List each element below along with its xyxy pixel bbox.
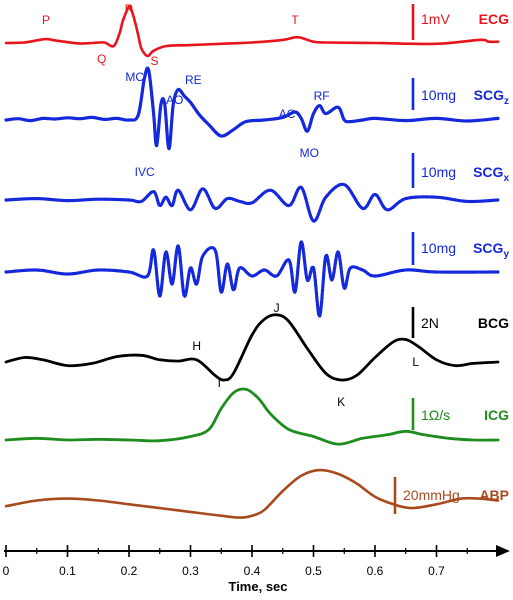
scgz-name-main: SCG (474, 87, 504, 103)
scgy-trace-group: 10mg SCGy (4, 232, 509, 318)
ecg-annotation-s: S (150, 54, 158, 68)
scgy-name-main: SCG (473, 240, 503, 256)
bcg-annotation-k: K (337, 395, 345, 409)
time-tick-label: 0 (3, 564, 10, 578)
ecg-trace-line (4, 4, 500, 58)
scgx-scale-label: 10mg (421, 164, 456, 180)
abp-trace-group: 20mmHg ABP (4, 468, 509, 519)
bcg-annotation-l: L (412, 355, 419, 369)
scgy-trace-line (4, 240, 500, 318)
time-tick-label: 0.2 (121, 564, 138, 578)
scgx-trace-group: 10mg SCGx (4, 153, 509, 223)
scgx-trace-line (4, 182, 500, 223)
time-axis-arrowhead (496, 545, 510, 557)
scgz-annotation-ao: AO (166, 93, 183, 107)
scgz-scale-label: 10mg (421, 87, 456, 103)
ecg-trace-group: 1mV ECG P Q R S T (4, 2, 509, 68)
icg-scale-label: 1Ω/s (421, 407, 450, 423)
time-tick-label: 0.1 (59, 564, 76, 578)
ecg-annotation-r: R (125, 2, 134, 16)
bcg-annotation-i: I (218, 376, 221, 390)
ecg-annotation-p: P (42, 13, 50, 27)
time-tick-label: 0.5 (305, 564, 322, 578)
scgz-annotation-ac: AC (279, 107, 296, 121)
scgz-annotation-ivc: IVC (135, 165, 155, 179)
scgz-name-subscript: z (504, 96, 509, 107)
scgx-name-subscript: x (503, 173, 509, 184)
icg-trace-group: 1Ω/s ICG (4, 387, 509, 446)
bcg-scale-label: 2N (421, 315, 439, 331)
icg-trace-name: ICG (484, 407, 509, 423)
scgz-annotation-re: RE (185, 73, 202, 87)
scgz-annotation-rf: RF (314, 89, 330, 103)
time-tick-label: 0.7 (428, 564, 445, 578)
time-axis-ticks: 0 0.1 0.2 0.3 0.4 0.5 0.6 0.7 (3, 545, 468, 578)
scgx-trace-name: SCGx (473, 164, 509, 184)
scgy-trace-name: SCGy (473, 240, 509, 260)
scgz-trace-name: SCGz (474, 87, 509, 107)
ecg-annotation-q: Q (97, 52, 106, 66)
scgz-annotation-mc: MC (125, 70, 144, 84)
bcg-trace-group: 2N BCG H I J K L (4, 301, 509, 409)
time-tick-label: 0.3 (182, 564, 199, 578)
ecg-annotation-t: T (291, 13, 299, 27)
ecg-scale-label: 1mV (421, 11, 450, 27)
scgy-scale-label: 10mg (421, 240, 456, 256)
scgz-trace-line (4, 66, 500, 151)
time-tick-label: 0.6 (367, 564, 384, 578)
scgy-name-subscript: y (503, 249, 509, 260)
abp-trace-line (4, 468, 500, 519)
ecg-trace-name: ECG (479, 11, 509, 27)
bcg-annotation-j: J (274, 301, 280, 315)
scgz-annotation-mo: MO (300, 146, 319, 160)
time-tick-label: 0.4 (244, 564, 261, 578)
time-axis: 0 0.1 0.2 0.3 0.4 0.5 0.6 0.7 Time, sec (3, 545, 510, 594)
abp-scale-label: 20mmHg (403, 487, 460, 503)
bcg-annotation-h: H (192, 339, 201, 353)
bcg-trace-line (4, 313, 500, 382)
bcg-trace-name: BCG (478, 315, 509, 331)
abp-trace-name: ABP (479, 487, 509, 503)
icg-trace-line (4, 387, 500, 446)
time-axis-title: Time, sec (228, 579, 287, 594)
scgx-name-main: SCG (473, 164, 503, 180)
